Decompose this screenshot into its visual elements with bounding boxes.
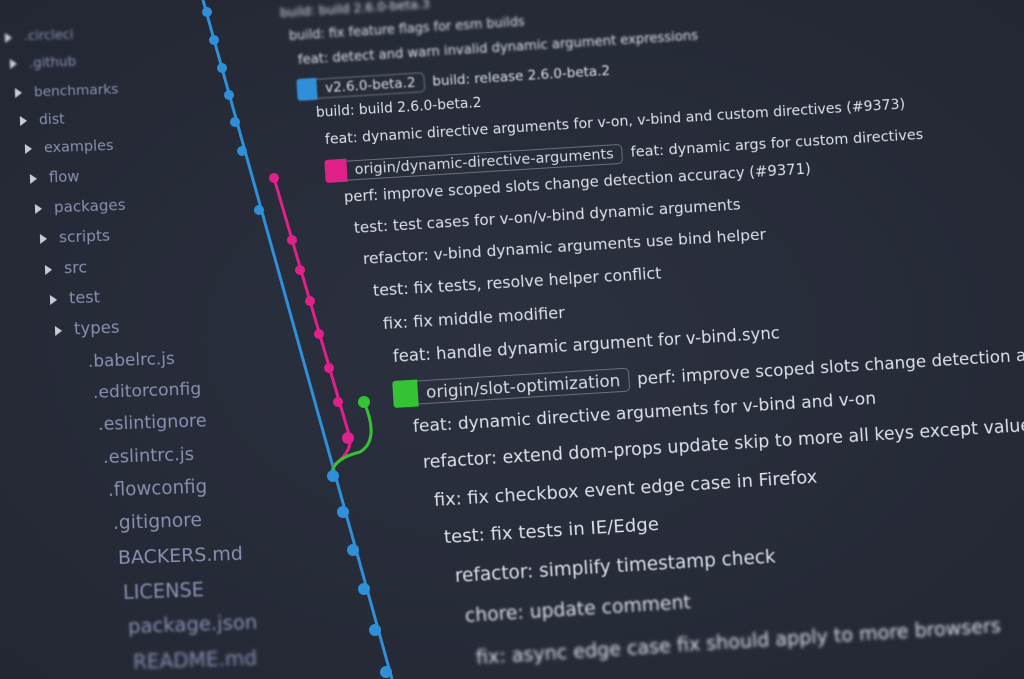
file-item: LICENSE [123,578,205,604]
file-item: .editorconfig [93,379,202,403]
folder-arrow [39,233,48,244]
folder-item: scripts [39,226,111,247]
file-name: scripts [58,226,111,247]
file-name: .circleci [23,27,74,45]
file-item: BACKERS.md [118,542,244,568]
folder-item: .github [9,54,77,72]
file-item: .flowconfig [108,477,208,501]
file-name: .flowconfig [107,476,208,501]
file-item: .eslintignore [98,411,207,435]
folder-arrow [19,115,28,126]
file-item: .gitignore [113,510,203,534]
file-name: test [68,287,101,308]
branch-line [201,0,394,679]
file-name: .editorconfig [92,379,202,403]
folder-item: benchmarks [14,81,119,101]
file-name: examples [43,138,114,157]
folder-arrow [29,173,38,184]
file-item: .eslintrc.js [103,444,195,468]
file-name: dist [38,111,65,129]
commit-dots [269,173,354,444]
file-name: packages [53,196,126,217]
commit-dots [202,7,392,678]
folder-item: flow [29,168,80,187]
file-name: flow [48,168,80,187]
folder-item: dist [19,111,65,129]
folder-arrow [14,87,23,98]
folder-arrow [54,325,63,336]
file-item: package.json [128,611,258,638]
file-name: .babelrc.js [87,348,176,372]
file-name: .eslintrc.js [102,444,195,469]
file-name: LICENSE [122,577,205,604]
tag-icon [392,379,419,409]
file-name: package.json [127,610,258,639]
folder-item: examples [24,138,114,157]
tag-icon [323,158,347,184]
commit-dot [358,396,370,408]
tag-icon [296,77,318,101]
file-name: BACKERS.md [117,542,244,569]
branch-line [330,401,373,473]
folder-arrow [44,264,53,275]
file-name: README.md [132,645,258,674]
file-item: README.md [133,646,258,674]
folder-item: .circleci [4,27,74,45]
folder-item: src [44,257,88,278]
file-name: types [73,317,120,339]
folder-arrow [49,294,58,305]
file-name: .github [28,54,77,72]
folder-item: packages [34,196,126,217]
file-item: .babelrc.js [88,348,175,371]
file-name: .gitignore [112,510,203,535]
folder-arrow [4,32,13,43]
folder-item: types [54,317,120,339]
branch-line [272,177,352,468]
folder-item: test [49,287,101,308]
folder-arrow [9,58,18,70]
file-name: src [63,257,88,278]
folder-arrow [34,203,43,214]
file-name: benchmarks [33,81,119,101]
folder-arrow [24,143,33,155]
file-name: .eslintignore [97,411,207,435]
